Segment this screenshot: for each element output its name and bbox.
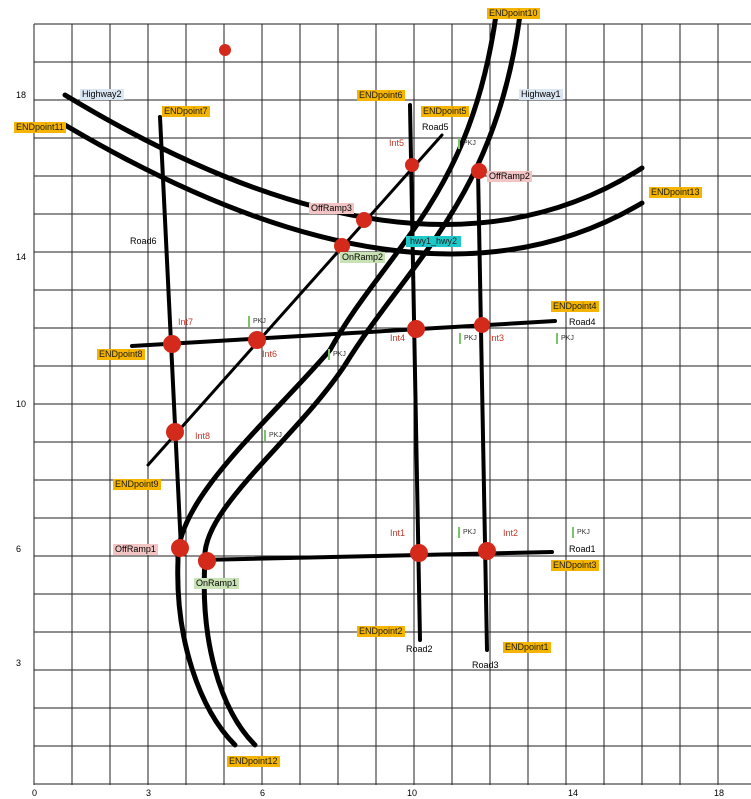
- highway1-label: Highway1: [519, 89, 563, 100]
- endpoint11-label: ENDpoint11: [14, 122, 66, 133]
- endpoint10-label: ENDpoint10: [487, 8, 540, 19]
- int8-label: Int8: [195, 431, 210, 442]
- pkj-marker: PKJ: [458, 527, 476, 538]
- endpoint3-label: ENDpoint3: [551, 560, 599, 571]
- road3-label: Road3: [472, 660, 499, 671]
- endpoint1-label: ENDpoint1: [503, 642, 551, 653]
- node-int8: [166, 423, 184, 441]
- pkj-marker: PKJ: [264, 430, 282, 441]
- node-int4: [407, 320, 425, 338]
- endpoint9-label: ENDpoint9: [113, 479, 161, 490]
- endpoint2-label: ENDpoint2: [357, 626, 405, 637]
- offramp1-label: OffRamp1: [113, 544, 158, 555]
- node-int6: [248, 331, 266, 349]
- int1-label: Int1: [390, 528, 405, 539]
- y-tick-6: 6: [16, 544, 21, 555]
- road3-line: [478, 170, 487, 650]
- onramp2-label: OnRamp2: [340, 252, 385, 263]
- int7-label: Int7: [178, 317, 193, 328]
- node-offramp1: [171, 539, 189, 557]
- node-int2: [478, 542, 496, 560]
- endpoint8-label: ENDpoint8: [97, 349, 145, 360]
- road6-label: Road6: [130, 236, 157, 247]
- road4-label: Road4: [569, 317, 596, 328]
- x-tick-14: 14: [568, 788, 578, 799]
- node-int1: [410, 544, 428, 562]
- endpoint6-label: ENDpoint6: [357, 90, 405, 101]
- int3-label: Int3: [489, 333, 504, 344]
- node-onramp1: [198, 552, 216, 570]
- int4-label: Int4: [390, 333, 405, 344]
- y-tick-10: 10: [16, 399, 26, 410]
- int5-label: Int5: [389, 138, 404, 149]
- pkj-marker: PKJ: [458, 138, 476, 149]
- int6-label: Int6: [262, 349, 277, 360]
- roads: [65, 15, 642, 745]
- road5-line: [148, 135, 442, 465]
- road1-label: Road1: [569, 544, 596, 555]
- int2-label: Int2: [503, 528, 518, 539]
- pkj-marker: PKJ: [328, 349, 346, 360]
- node-int3: [474, 317, 490, 333]
- node-int5: [405, 158, 419, 172]
- x-tick-6: 6: [260, 788, 265, 799]
- node-offramp3: [356, 212, 372, 228]
- pkj-marker: PKJ: [248, 316, 266, 327]
- endpoint7-label: ENDpoint7: [162, 106, 210, 117]
- endpoint13-label: ENDpoint13: [649, 187, 702, 198]
- node-offramp2: [471, 163, 487, 179]
- endpoint5-label: ENDpoint5: [421, 106, 469, 117]
- pkj-marker: PKJ: [556, 333, 574, 344]
- highway2-label: Highway2: [80, 89, 124, 100]
- road2-label: Road2: [406, 644, 433, 655]
- pkj-marker: PKJ: [459, 333, 477, 344]
- x-tick-18: 18: [714, 788, 724, 799]
- endpoint12-label: ENDpoint12: [227, 756, 280, 767]
- node-int7: [163, 335, 181, 353]
- endpoint4-label: ENDpoint4: [551, 301, 599, 312]
- y-tick-18: 18: [16, 90, 26, 101]
- x-tick-10: 10: [407, 788, 417, 799]
- hwy1-hwy2-label: hwy1_hwy2: [406, 236, 461, 247]
- stray-node: [219, 44, 231, 56]
- x-tick-0: 0: [32, 788, 37, 799]
- y-tick-3: 3: [16, 658, 21, 669]
- road5-label: Road5: [422, 122, 449, 133]
- y-tick-14: 14: [16, 252, 26, 263]
- pkj-marker: PKJ: [572, 527, 590, 538]
- offramp2-label: OffRamp2: [487, 171, 532, 182]
- onramp1-label: OnRamp1: [194, 578, 239, 589]
- x-tick-3: 3: [146, 788, 151, 799]
- offramp3-label: OffRamp3: [309, 203, 354, 214]
